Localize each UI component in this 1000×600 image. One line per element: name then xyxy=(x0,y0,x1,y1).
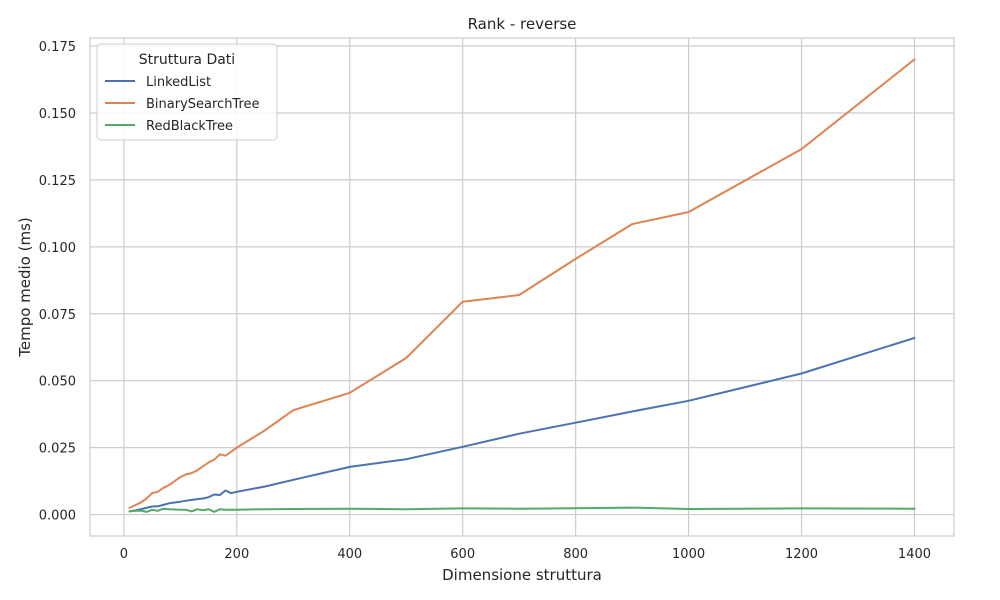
series-line-redblacktree xyxy=(128,506,916,513)
legend-label: RedBlackTree xyxy=(146,119,233,134)
legend-label: BinarySearchTree xyxy=(146,97,260,112)
legend-label: LinkedList xyxy=(146,75,211,90)
series-line-binarysearchtree xyxy=(128,58,916,509)
y-axis-label: Tempo medio (ms) xyxy=(16,217,34,358)
grid xyxy=(90,38,954,536)
y-tick-label: 0.175 xyxy=(39,40,76,55)
y-tick-label: 0.025 xyxy=(39,442,76,457)
x-tick-label: 1400 xyxy=(898,547,931,562)
x-axis-label: Dimensione struttura xyxy=(442,566,602,584)
y-tick-label: 0.075 xyxy=(39,308,76,323)
y-tick-label: 0.050 xyxy=(39,375,76,390)
series-line-linkedlist xyxy=(128,336,916,513)
x-tick-label: 0 xyxy=(120,547,128,562)
plot-frame xyxy=(89,37,955,537)
y-tick-label: 0.000 xyxy=(39,509,76,524)
x-tick-label: 1000 xyxy=(672,547,705,562)
series-lines xyxy=(128,58,916,513)
tick-labels: 0 200 400 600 800 1000 1200 1400 0.000 0.025 0.050… xyxy=(39,40,931,562)
legend: Struttura Dati LinkedList BinarySearchTre… xyxy=(96,43,278,141)
legend-box xyxy=(96,43,278,141)
legend-title: Struttura Dati xyxy=(139,52,235,68)
x-tick-label: 1200 xyxy=(785,547,818,562)
y-tick-label: 0.150 xyxy=(39,107,76,122)
x-tick-label: 600 xyxy=(450,547,475,562)
legend-items: LinkedList BinarySearchTree RedBlackTree xyxy=(105,75,260,134)
x-tick-label: 400 xyxy=(337,547,362,562)
y-tick-label: 0.125 xyxy=(39,174,76,189)
x-tick-label: 800 xyxy=(563,547,588,562)
chart-title: Rank - reverse xyxy=(468,15,577,33)
y-tick-label: 0.100 xyxy=(39,241,76,256)
x-tick-label: 200 xyxy=(224,547,249,562)
